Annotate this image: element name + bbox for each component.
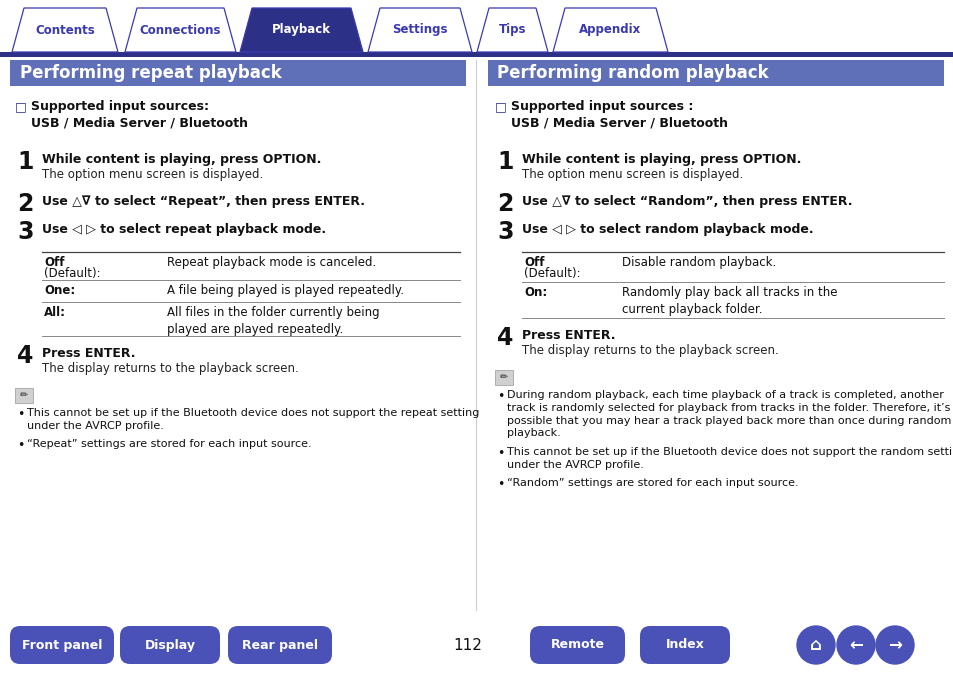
Text: Connections: Connections: [139, 24, 221, 36]
Text: □: □: [15, 100, 27, 113]
Text: 3: 3: [497, 220, 513, 244]
Polygon shape: [125, 8, 235, 52]
FancyBboxPatch shape: [228, 626, 332, 664]
Text: Press ENTER.: Press ENTER.: [42, 347, 135, 360]
Text: During random playback, each time playback of a track is completed, another
trac: During random playback, each time playba…: [506, 390, 950, 438]
Text: Performing repeat playback: Performing repeat playback: [20, 64, 281, 82]
Text: Press ENTER.: Press ENTER.: [521, 329, 615, 342]
Text: Settings: Settings: [392, 24, 447, 36]
Text: Disable random playback.: Disable random playback.: [621, 256, 776, 269]
Bar: [10, 60, 465, 86]
Text: On:: On:: [523, 286, 547, 299]
Polygon shape: [476, 8, 547, 52]
FancyBboxPatch shape: [10, 626, 113, 664]
Text: Use ◁ ▷ to select repeat playback mode.: Use ◁ ▷ to select repeat playback mode.: [42, 223, 326, 236]
Bar: [488, 60, 943, 86]
Text: Randomly play back all tracks in the
current playback folder.: Randomly play back all tracks in the cur…: [621, 286, 837, 316]
Text: 1: 1: [17, 150, 33, 174]
Circle shape: [836, 626, 874, 664]
Text: Front panel: Front panel: [22, 639, 102, 651]
Text: 1: 1: [497, 150, 513, 174]
Circle shape: [796, 626, 834, 664]
Text: Off: Off: [523, 256, 544, 269]
Text: Contents: Contents: [35, 24, 94, 36]
Text: Display: Display: [144, 639, 195, 651]
Text: ⌂: ⌂: [809, 636, 821, 654]
FancyBboxPatch shape: [639, 626, 729, 664]
Text: Supported input sources:: Supported input sources:: [30, 100, 209, 113]
Text: The option menu screen is displayed.: The option menu screen is displayed.: [521, 168, 742, 181]
Text: 2: 2: [17, 192, 33, 216]
Text: 112: 112: [453, 637, 482, 653]
Bar: [495, 370, 513, 385]
Text: One:: One:: [44, 284, 75, 297]
Text: Index: Index: [665, 639, 703, 651]
Text: □: □: [495, 100, 506, 113]
Text: ✏: ✏: [20, 390, 28, 400]
Text: Tips: Tips: [498, 24, 526, 36]
Polygon shape: [12, 8, 118, 52]
Text: (Default):: (Default):: [523, 267, 580, 280]
FancyBboxPatch shape: [120, 626, 220, 664]
Text: Appendix: Appendix: [578, 24, 641, 36]
Text: All:: All:: [44, 306, 66, 319]
Text: (Default):: (Default):: [44, 267, 100, 280]
Text: Remote: Remote: [550, 639, 604, 651]
Text: The display returns to the playback screen.: The display returns to the playback scre…: [521, 344, 778, 357]
Text: USB / Media Server / Bluetooth: USB / Media Server / Bluetooth: [511, 116, 727, 129]
Text: 4: 4: [17, 344, 33, 368]
Text: 2: 2: [497, 192, 513, 216]
Text: 3: 3: [17, 220, 33, 244]
Text: Performing random playback: Performing random playback: [497, 64, 768, 82]
Text: USB / Media Server / Bluetooth: USB / Media Server / Bluetooth: [30, 116, 248, 129]
Text: While content is playing, press OPTION.: While content is playing, press OPTION.: [521, 153, 801, 166]
Text: ←: ←: [848, 636, 862, 654]
Text: This cannot be set up if the Bluetooth device does not support the random settin: This cannot be set up if the Bluetooth d…: [506, 447, 953, 470]
Text: 4: 4: [497, 326, 513, 350]
Text: Rear panel: Rear panel: [242, 639, 317, 651]
Polygon shape: [240, 8, 363, 52]
Text: →: →: [887, 636, 901, 654]
Bar: [0, 52, 953, 57]
Text: The option menu screen is displayed.: The option menu screen is displayed.: [42, 168, 263, 181]
Polygon shape: [368, 8, 472, 52]
Text: Playback: Playback: [272, 24, 331, 36]
Text: Supported input sources :: Supported input sources :: [511, 100, 693, 113]
Polygon shape: [553, 8, 667, 52]
Text: Off: Off: [44, 256, 65, 269]
Text: Use △∇ to select “Repeat”, then press ENTER.: Use △∇ to select “Repeat”, then press EN…: [42, 195, 365, 208]
Text: The display returns to the playback screen.: The display returns to the playback scre…: [42, 362, 298, 375]
FancyBboxPatch shape: [530, 626, 624, 664]
Text: •: •: [497, 390, 504, 403]
Circle shape: [875, 626, 913, 664]
Text: •: •: [17, 408, 25, 421]
Text: “Random” settings are stored for each input source.: “Random” settings are stored for each in…: [506, 478, 798, 488]
Text: Repeat playback mode is canceled.: Repeat playback mode is canceled.: [167, 256, 375, 269]
Text: While content is playing, press OPTION.: While content is playing, press OPTION.: [42, 153, 321, 166]
Bar: [15, 388, 33, 403]
Text: ✏: ✏: [499, 372, 508, 382]
Text: This cannot be set up if the Bluetooth device does not support the repeat settin: This cannot be set up if the Bluetooth d…: [27, 408, 478, 431]
Text: •: •: [17, 439, 25, 452]
Text: A file being played is played repeatedly.: A file being played is played repeatedly…: [167, 284, 403, 297]
Text: Use △∇ to select “Random”, then press ENTER.: Use △∇ to select “Random”, then press EN…: [521, 195, 852, 208]
Text: Use ◁ ▷ to select random playback mode.: Use ◁ ▷ to select random playback mode.: [521, 223, 813, 236]
Text: “Repeat” settings are stored for each input source.: “Repeat” settings are stored for each in…: [27, 439, 312, 449]
Text: •: •: [497, 478, 504, 491]
Text: All files in the folder currently being
played are played repeatedly.: All files in the folder currently being …: [167, 306, 379, 336]
Text: •: •: [497, 447, 504, 460]
